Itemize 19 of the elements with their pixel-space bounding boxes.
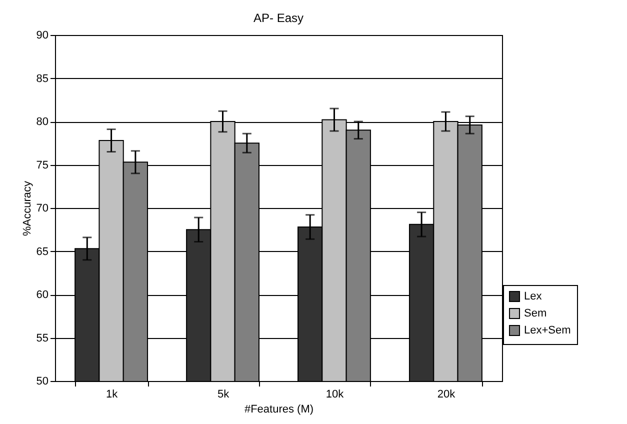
y-tick-label: 50 — [36, 376, 48, 388]
x-tick-label: 10k — [326, 388, 344, 400]
legend-label: Sem — [524, 308, 547, 320]
y-tick-label: 70 — [36, 202, 48, 214]
y-axis-title: %Accuracy — [21, 180, 34, 236]
legend-label: Lex — [524, 290, 542, 302]
y-tick-label: 75 — [36, 159, 48, 172]
y-tick-label: 80 — [36, 116, 48, 128]
y-tick-label: 85 — [36, 72, 48, 85]
x-tick-label: 20k — [437, 388, 456, 400]
y-tick-label: 65 — [36, 246, 48, 258]
x-tick-label: 1k — [106, 388, 118, 400]
chart-title: AP- Easy — [253, 11, 304, 25]
x-axis-title: #Features (M) — [244, 404, 314, 416]
y-tick-label: 55 — [36, 332, 48, 344]
y-tick-label: 90 — [36, 30, 48, 42]
x-tick-label: 5k — [217, 388, 230, 400]
y-tick-label: 60 — [36, 289, 48, 301]
legend-label: Lex+Sem — [524, 324, 571, 336]
